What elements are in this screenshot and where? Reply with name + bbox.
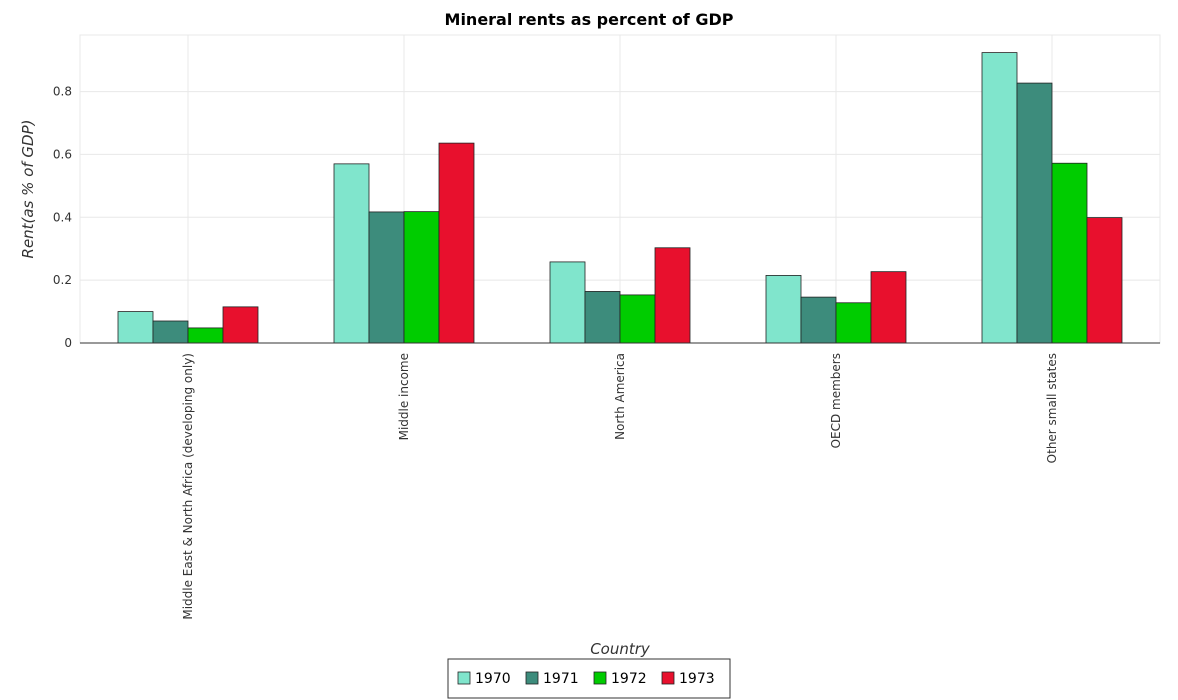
legend-swatch — [593, 671, 607, 685]
plot-area: 0 0.2 0.4 0.6 0.8 Middle East & North Africa… — [53, 34, 1161, 620]
x-tick-label: Other small states — [1045, 353, 1059, 463]
bar-1970 — [765, 275, 802, 344]
legend: 1970 1971 1972 1973 — [447, 658, 731, 699]
bar-1972 — [1051, 162, 1088, 344]
legend-label: 1973 — [679, 671, 715, 687]
y-axis-label: Rent(as % of GDP) — [19, 120, 37, 259]
legend-swatch — [525, 671, 539, 685]
legend-item-1970: 1970 — [457, 671, 511, 687]
legend-item-1971: 1971 — [525, 671, 579, 687]
legend-label: 1970 — [475, 671, 511, 687]
bar-1972 — [403, 211, 440, 344]
legend-swatch — [457, 671, 471, 685]
bar-1970 — [333, 163, 370, 344]
legend-item-1972: 1972 — [593, 671, 647, 687]
legend-item-1973: 1973 — [661, 671, 715, 687]
legend-label: 1971 — [543, 671, 579, 687]
legend-label: 1972 — [611, 671, 647, 687]
y-axis-ticks: 0 0.2 0.4 0.6 0.8 — [53, 85, 72, 350]
x-axis-ticks: Middle East & North Africa (developing o… — [181, 353, 1059, 620]
x-tick-label: North America — [613, 353, 627, 440]
x-tick-label: OECD members — [829, 353, 843, 448]
bar-1971 — [152, 320, 189, 344]
bar-1972 — [187, 327, 224, 344]
bar-1973 — [222, 306, 259, 344]
x-tick-label: Middle income — [397, 353, 411, 440]
bar-1970 — [117, 311, 154, 344]
bar-1973 — [870, 271, 907, 344]
bar-1972 — [835, 302, 872, 344]
y-tick-label: 0.8 — [53, 85, 72, 99]
bar-1970 — [549, 261, 586, 344]
bar-1970 — [981, 52, 1018, 344]
bar-1971 — [800, 296, 837, 344]
legend-box — [447, 658, 731, 699]
x-axis-label: Country — [590, 640, 651, 658]
bar-1972 — [619, 294, 656, 344]
bar-1973 — [654, 247, 691, 344]
bars — [80, 52, 1160, 344]
chart-title: Mineral rents as percent of GDP — [445, 10, 734, 29]
bar-1971 — [368, 211, 405, 344]
bar-1973 — [1086, 217, 1123, 344]
y-tick-label: 0 — [64, 336, 72, 350]
y-tick-label: 0.2 — [53, 273, 72, 287]
x-tick-label: Middle East & North Africa (developing o… — [181, 353, 195, 620]
bar-1971 — [1016, 82, 1053, 344]
y-tick-label: 0.6 — [53, 147, 72, 161]
bar-1971 — [584, 291, 621, 344]
bar-1973 — [438, 142, 475, 344]
y-tick-label: 0.4 — [53, 210, 72, 224]
legend-swatch — [661, 671, 675, 685]
